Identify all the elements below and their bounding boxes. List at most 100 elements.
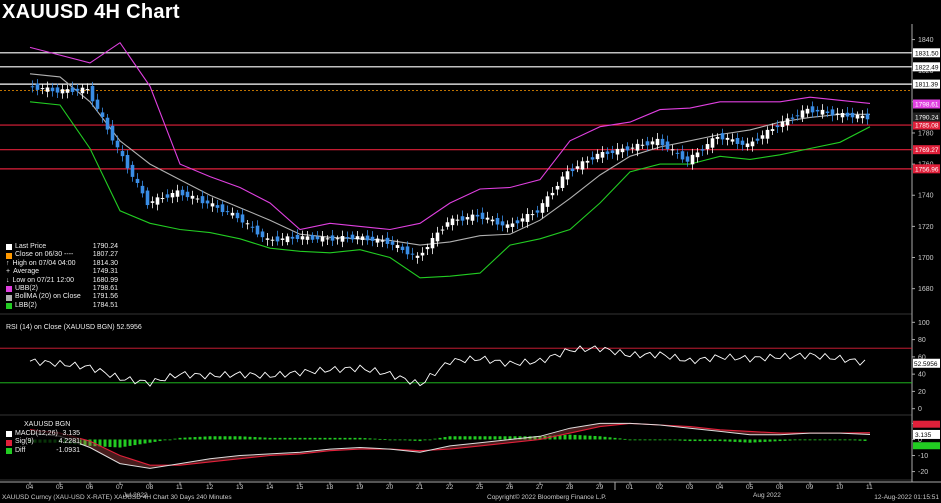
legend-value: 1680.99 [92,276,118,284]
diff-bar [188,437,192,440]
legend-value: 4.2281 [58,438,80,446]
diff-bar [608,437,612,440]
diff-bar [103,439,107,447]
candle-body [90,85,95,102]
legend-swatch [6,439,12,446]
candle-body [410,253,415,255]
diff-bar [763,439,767,442]
diff-bar [273,437,277,440]
diff-bar [93,439,97,447]
candle-body [450,218,455,226]
diff-bar [728,439,732,442]
candle-body [380,240,385,242]
legend-row: Last Price 1790.24 [6,243,118,251]
diff-bar [393,439,397,441]
candle-body [840,113,845,118]
diff-bar [573,434,577,440]
candle-body [400,246,405,251]
candle-body [425,247,430,250]
macd-value-tag [913,429,940,439]
legend-value: 1798.61 [92,285,118,293]
diff-bar [218,436,222,440]
candle-body [185,191,190,198]
candle-body [730,139,735,142]
diff-bar [753,439,757,443]
candle-body [770,129,775,132]
diff-bar [773,439,777,442]
candle-body [405,246,410,255]
level-label: 1756.96 [915,166,939,173]
legend-swatch: ↓ [6,276,10,284]
candle-body [200,196,205,204]
diff-bar [288,437,292,440]
legend-swatch [6,448,12,455]
candle-body [585,160,590,163]
candle-body [570,168,575,172]
diff-bar [398,439,402,441]
legend-swatch: + [6,268,11,276]
candle-body [445,222,450,227]
candle-body [170,193,175,198]
candle-body [650,141,655,145]
candle-body [845,112,850,117]
diff-bar [863,439,867,441]
diff-bar [128,439,132,446]
diff-bar [798,439,802,441]
y-tick-label: 1720 [918,224,934,231]
macd-legend: MACD(12,26) 3.135 Sig(9) 4.2281 Diff -1.0931 [6,430,80,456]
legend-label: Last Price [15,243,47,250]
legend-row: UBB(2) 1798.61 [6,285,118,293]
candle-body [370,236,375,241]
diff-bar [113,439,117,448]
diff-bar [498,436,502,440]
candle-body [520,218,525,222]
candle-body [265,238,270,240]
candle-body [285,236,290,243]
candle-body [505,224,510,228]
candle-body [745,143,750,148]
candle-body [460,216,465,221]
diff-bar [248,436,252,440]
legend-value: 1814.30 [92,259,118,267]
candle-body [180,189,185,196]
candle-body [55,87,60,93]
rsi-tick-label: 0 [918,406,922,413]
legend-swatch [6,244,12,251]
candle-body [350,234,355,240]
diff-bar [173,438,177,440]
diff-bar [443,437,447,440]
diff-bar [108,439,112,447]
diff-bar [708,439,712,442]
diff-bar [843,439,847,441]
diff-bar [533,436,537,440]
legend-value: 1749.31 [92,268,118,276]
rsi-tick-label: 60 [918,354,926,361]
candle-body [630,147,635,149]
candle-body [320,236,325,242]
candle-body [695,152,700,158]
x-tick-label: 15 [296,484,304,491]
candle-body [555,185,560,190]
legend-label: Close on 06/30 ---- [15,251,74,259]
candle-body [635,143,640,151]
diff-bar [768,439,772,442]
candle-body [640,144,645,146]
diff-bar [823,439,827,441]
diff-bar [853,439,857,441]
last-price-tag [913,112,940,122]
candle-body [525,213,530,222]
y-tick-label: 1820 [918,68,934,75]
candle-body [475,214,480,217]
candle-body [560,176,565,188]
macd-line [29,422,871,469]
candle-body [715,136,720,139]
diff-bar [403,439,407,441]
diff-bar [313,437,317,440]
candle-body [160,198,165,200]
candle-body [65,89,70,93]
candle-body [565,171,570,180]
candle-body [230,212,235,216]
footer-copyright: Copyright© 2022 Bloomberg Finance L.P. [487,494,607,501]
diff-bar [638,439,642,441]
diff-bar [253,437,257,440]
